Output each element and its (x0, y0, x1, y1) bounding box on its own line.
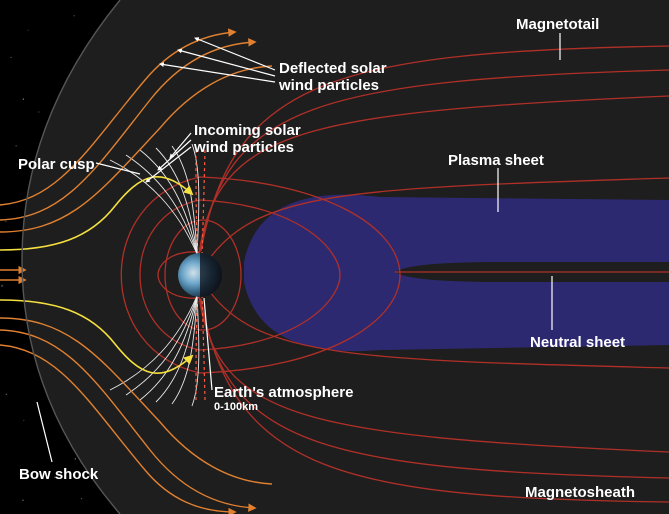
magnetosphere-diagram: Magnetotail Deflected solar wind particl… (0, 0, 669, 514)
label-earth-atmo-sub: 0-100km (214, 401, 258, 414)
label-deflected: Deflected solar wind particles (279, 60, 387, 95)
label-incoming: Incoming solar wind particles (194, 122, 301, 157)
label-bow-shock: Bow shock (19, 466, 98, 483)
label-plasma-sheet: Plasma sheet (448, 152, 544, 169)
label-polar-cusp: Polar cusp (18, 156, 95, 173)
label-neutral-sheet: Neutral sheet (530, 334, 625, 351)
label-magnetosheath: Magnetosheath (525, 484, 635, 501)
label-earth-atmo: Earth's atmosphere (214, 384, 353, 401)
label-magnetotail: Magnetotail (516, 16, 599, 33)
